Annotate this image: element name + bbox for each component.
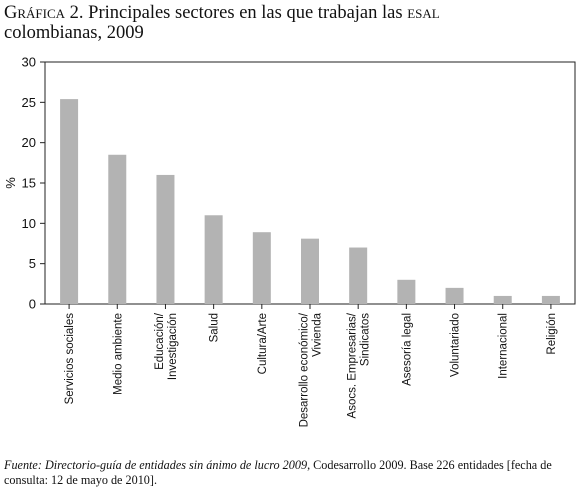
x-tick-label-line: Cultura/Arte bbox=[257, 313, 269, 374]
x-tick-label-line: Desarrollo económico/ bbox=[299, 312, 311, 427]
figure-label: Gráfica 2. bbox=[4, 3, 84, 23]
y-tick-label: 10 bbox=[22, 216, 36, 231]
bar bbox=[445, 287, 464, 304]
x-tick-label-line: Vivienda bbox=[312, 312, 324, 357]
x-tick-label: Asocs. Empresarias/Sindicatos bbox=[347, 312, 372, 418]
chart-title: Gráfica 2. Principales sectores en las q… bbox=[4, 3, 574, 43]
source-citation-title: Directorio-guía de entidades sin ánimo d… bbox=[44, 458, 308, 472]
x-tick-label-line: Servicios sociales bbox=[64, 313, 76, 405]
bar bbox=[204, 215, 223, 304]
bar bbox=[108, 154, 127, 304]
x-tick-label-line: Voluntariado bbox=[450, 313, 462, 377]
x-tick-label: Medio ambiente bbox=[112, 313, 124, 395]
y-tick-label: 30 bbox=[22, 55, 36, 70]
title-end: colombianas, 2009 bbox=[4, 23, 144, 43]
x-tick-label-line: Internacional bbox=[498, 313, 510, 379]
x-tick-label-line: Sindicatos bbox=[360, 313, 372, 366]
title-acronym: esal bbox=[407, 3, 440, 23]
bar bbox=[349, 247, 368, 304]
y-tick-label: 20 bbox=[22, 135, 36, 150]
source-citation-details: , Codesarrollo 2009. Base 226 entidades … bbox=[4, 458, 552, 487]
x-tick-label: Servicios sociales bbox=[64, 313, 76, 405]
x-tick-label: Salud bbox=[209, 313, 221, 342]
x-tick-label-line: Educación/ bbox=[154, 312, 166, 370]
bar bbox=[493, 295, 512, 304]
y-tick-label: 25 bbox=[22, 95, 36, 110]
x-tick-label-line: Religión bbox=[546, 313, 558, 355]
bar bbox=[252, 232, 271, 304]
x-tick-label-line: Salud bbox=[209, 313, 221, 342]
source-note: Fuente: Directorio-guía de entidades sin… bbox=[4, 458, 576, 488]
bar bbox=[60, 99, 79, 305]
x-tick-label: Educación/Investigación bbox=[154, 312, 179, 380]
x-tick-label: Desarrollo económico/Vivienda bbox=[299, 312, 324, 427]
x-tick-label-line: Medio ambiente bbox=[112, 313, 124, 395]
bar bbox=[301, 238, 319, 304]
x-tick-label: Voluntariado bbox=[450, 313, 462, 377]
x-tick-label-line: Investigación bbox=[167, 313, 179, 380]
y-tick-label: 15 bbox=[22, 176, 36, 191]
x-tick-label: Internacional bbox=[498, 313, 510, 379]
y-tick-label: 0 bbox=[29, 297, 36, 312]
y-tick-label: 5 bbox=[29, 256, 36, 271]
source-label: Fuente: bbox=[4, 458, 42, 472]
y-axis-label: % bbox=[3, 177, 18, 189]
x-tick-label-line: Asesoría legal bbox=[401, 313, 413, 386]
x-tick-label: Religión bbox=[546, 313, 558, 355]
title-text: Principales sectores en las que trabajan… bbox=[88, 3, 403, 23]
x-tick-label-line: Asocs. Empresarias/ bbox=[347, 312, 359, 418]
x-tick-label: Asesoría legal bbox=[401, 313, 413, 386]
bar bbox=[397, 279, 416, 304]
x-tick-label: Cultura/Arte bbox=[257, 313, 269, 374]
bar bbox=[541, 295, 560, 304]
bar bbox=[156, 174, 175, 304]
